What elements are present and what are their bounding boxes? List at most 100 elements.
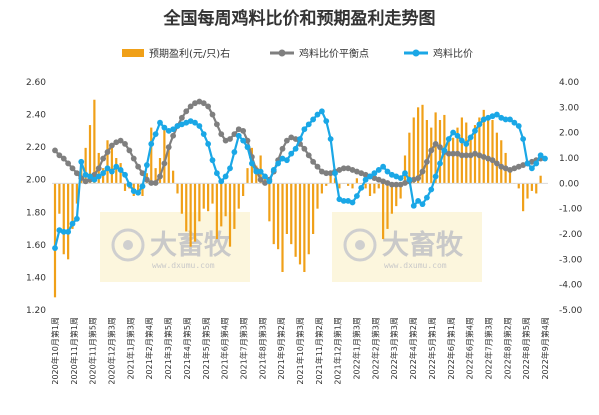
profit-bar [495, 132, 498, 184]
balance-point [402, 180, 408, 186]
x-tick-label: 2020年12月第3周 [107, 317, 117, 385]
ratio-point [65, 228, 72, 235]
profit-bar [167, 147, 170, 184]
ratio-point [458, 137, 465, 144]
watermark-logo-dot-icon [355, 240, 365, 250]
x-tick-label: 2020年10月第1周 [50, 317, 60, 385]
balance-point [511, 165, 518, 172]
profit-bar [198, 183, 201, 222]
ratio-point [235, 132, 242, 139]
ratio-point [537, 152, 544, 159]
profit-bar [338, 183, 341, 189]
profit-bar [62, 183, 65, 255]
ratio-point [218, 178, 225, 185]
y-right-tick-label: 1.00 [559, 154, 579, 164]
ratio-point [170, 126, 177, 133]
balance-point [231, 131, 238, 138]
profit-bar [220, 183, 223, 227]
y-left-tick-label: 1.60 [26, 241, 46, 251]
ratio-point [367, 173, 373, 180]
y-axis-right: -5.00 -4.00 -3.00 -2.00 -1.00 0.00 1.00 2.00 3.0… [559, 78, 583, 316]
x-tick-label: 2021年3月第5周 [163, 317, 173, 380]
profit-bar [377, 183, 380, 189]
balance-point [393, 181, 400, 188]
ratio-point [542, 155, 548, 162]
ratio-point [533, 160, 540, 167]
legend-marker-balance [278, 49, 286, 57]
profit-bar [189, 183, 192, 247]
ratio-point [380, 163, 387, 170]
profit-bar [364, 183, 367, 189]
profit-bar [355, 178, 358, 184]
x-tick-label: 2021年10月第3周 [295, 317, 305, 385]
ratio-point [340, 197, 347, 204]
balance-point [52, 147, 58, 154]
ratio-point [454, 132, 461, 139]
ratio-point [253, 168, 260, 175]
balance-point [340, 165, 347, 172]
ratio-point [384, 168, 391, 175]
profit-bar [263, 175, 267, 184]
profit-bar [412, 117, 415, 184]
ratio-point [397, 175, 404, 181]
balance-point [170, 132, 177, 139]
balance-point [209, 111, 216, 118]
ratio-point [297, 136, 303, 142]
balance-point [358, 170, 365, 177]
ratio-point [56, 227, 63, 234]
legend-marker-ratio [412, 49, 420, 57]
balance-point [279, 145, 286, 152]
profit-bar [325, 183, 328, 186]
ratio-point [275, 160, 282, 167]
profit-bar [176, 183, 179, 194]
ratio-point [227, 165, 233, 172]
balance-point [165, 144, 172, 151]
ratio-point [441, 147, 448, 154]
ratio-point [305, 121, 312, 128]
ratio-point [165, 127, 172, 134]
balance-point [345, 165, 352, 172]
profit-bar [408, 132, 411, 184]
balance-point [515, 163, 522, 170]
ratio-point [524, 160, 531, 167]
x-tick-label: 2022年3月第3周 [389, 317, 399, 380]
ratio-point [371, 170, 378, 177]
balance-point [467, 152, 474, 159]
profit-bar [106, 140, 109, 184]
balance-point [227, 136, 233, 142]
balance-point [178, 114, 185, 121]
profit-bar [141, 183, 144, 196]
balance-point [528, 158, 535, 165]
profit-bar [517, 183, 520, 189]
balance-point [336, 167, 343, 173]
ratio-point [502, 116, 509, 123]
balance-point [60, 155, 67, 162]
ratio-point [174, 123, 181, 129]
x-tick-label: 2022年7月第3周 [483, 317, 493, 380]
legend-swatch-profit [122, 49, 144, 57]
profit-bar [154, 168, 157, 184]
ratio-point [406, 176, 413, 183]
y-right-tick-label: -4.00 [559, 281, 583, 291]
balance-point [375, 176, 382, 183]
balance-point [305, 152, 312, 159]
profit-bar [320, 183, 323, 194]
ratio-point [200, 131, 207, 138]
profit-bar [508, 170, 512, 184]
profit-bar [285, 183, 288, 234]
ratio-point [323, 118, 330, 124]
balance-point [183, 108, 190, 115]
balance-point [69, 165, 76, 172]
balance-point [493, 160, 500, 167]
profit-bar [500, 140, 503, 184]
profit-bar [290, 183, 293, 245]
balance-point [104, 149, 111, 155]
ratio-point [104, 165, 111, 172]
profit-bar [115, 158, 118, 184]
ratio-point [279, 155, 286, 162]
ratio-point [130, 188, 137, 195]
ratio-point [257, 168, 264, 175]
balance-point [489, 157, 496, 164]
balance-point [100, 155, 107, 162]
watermark-brand: 大畜牧 [382, 229, 464, 261]
